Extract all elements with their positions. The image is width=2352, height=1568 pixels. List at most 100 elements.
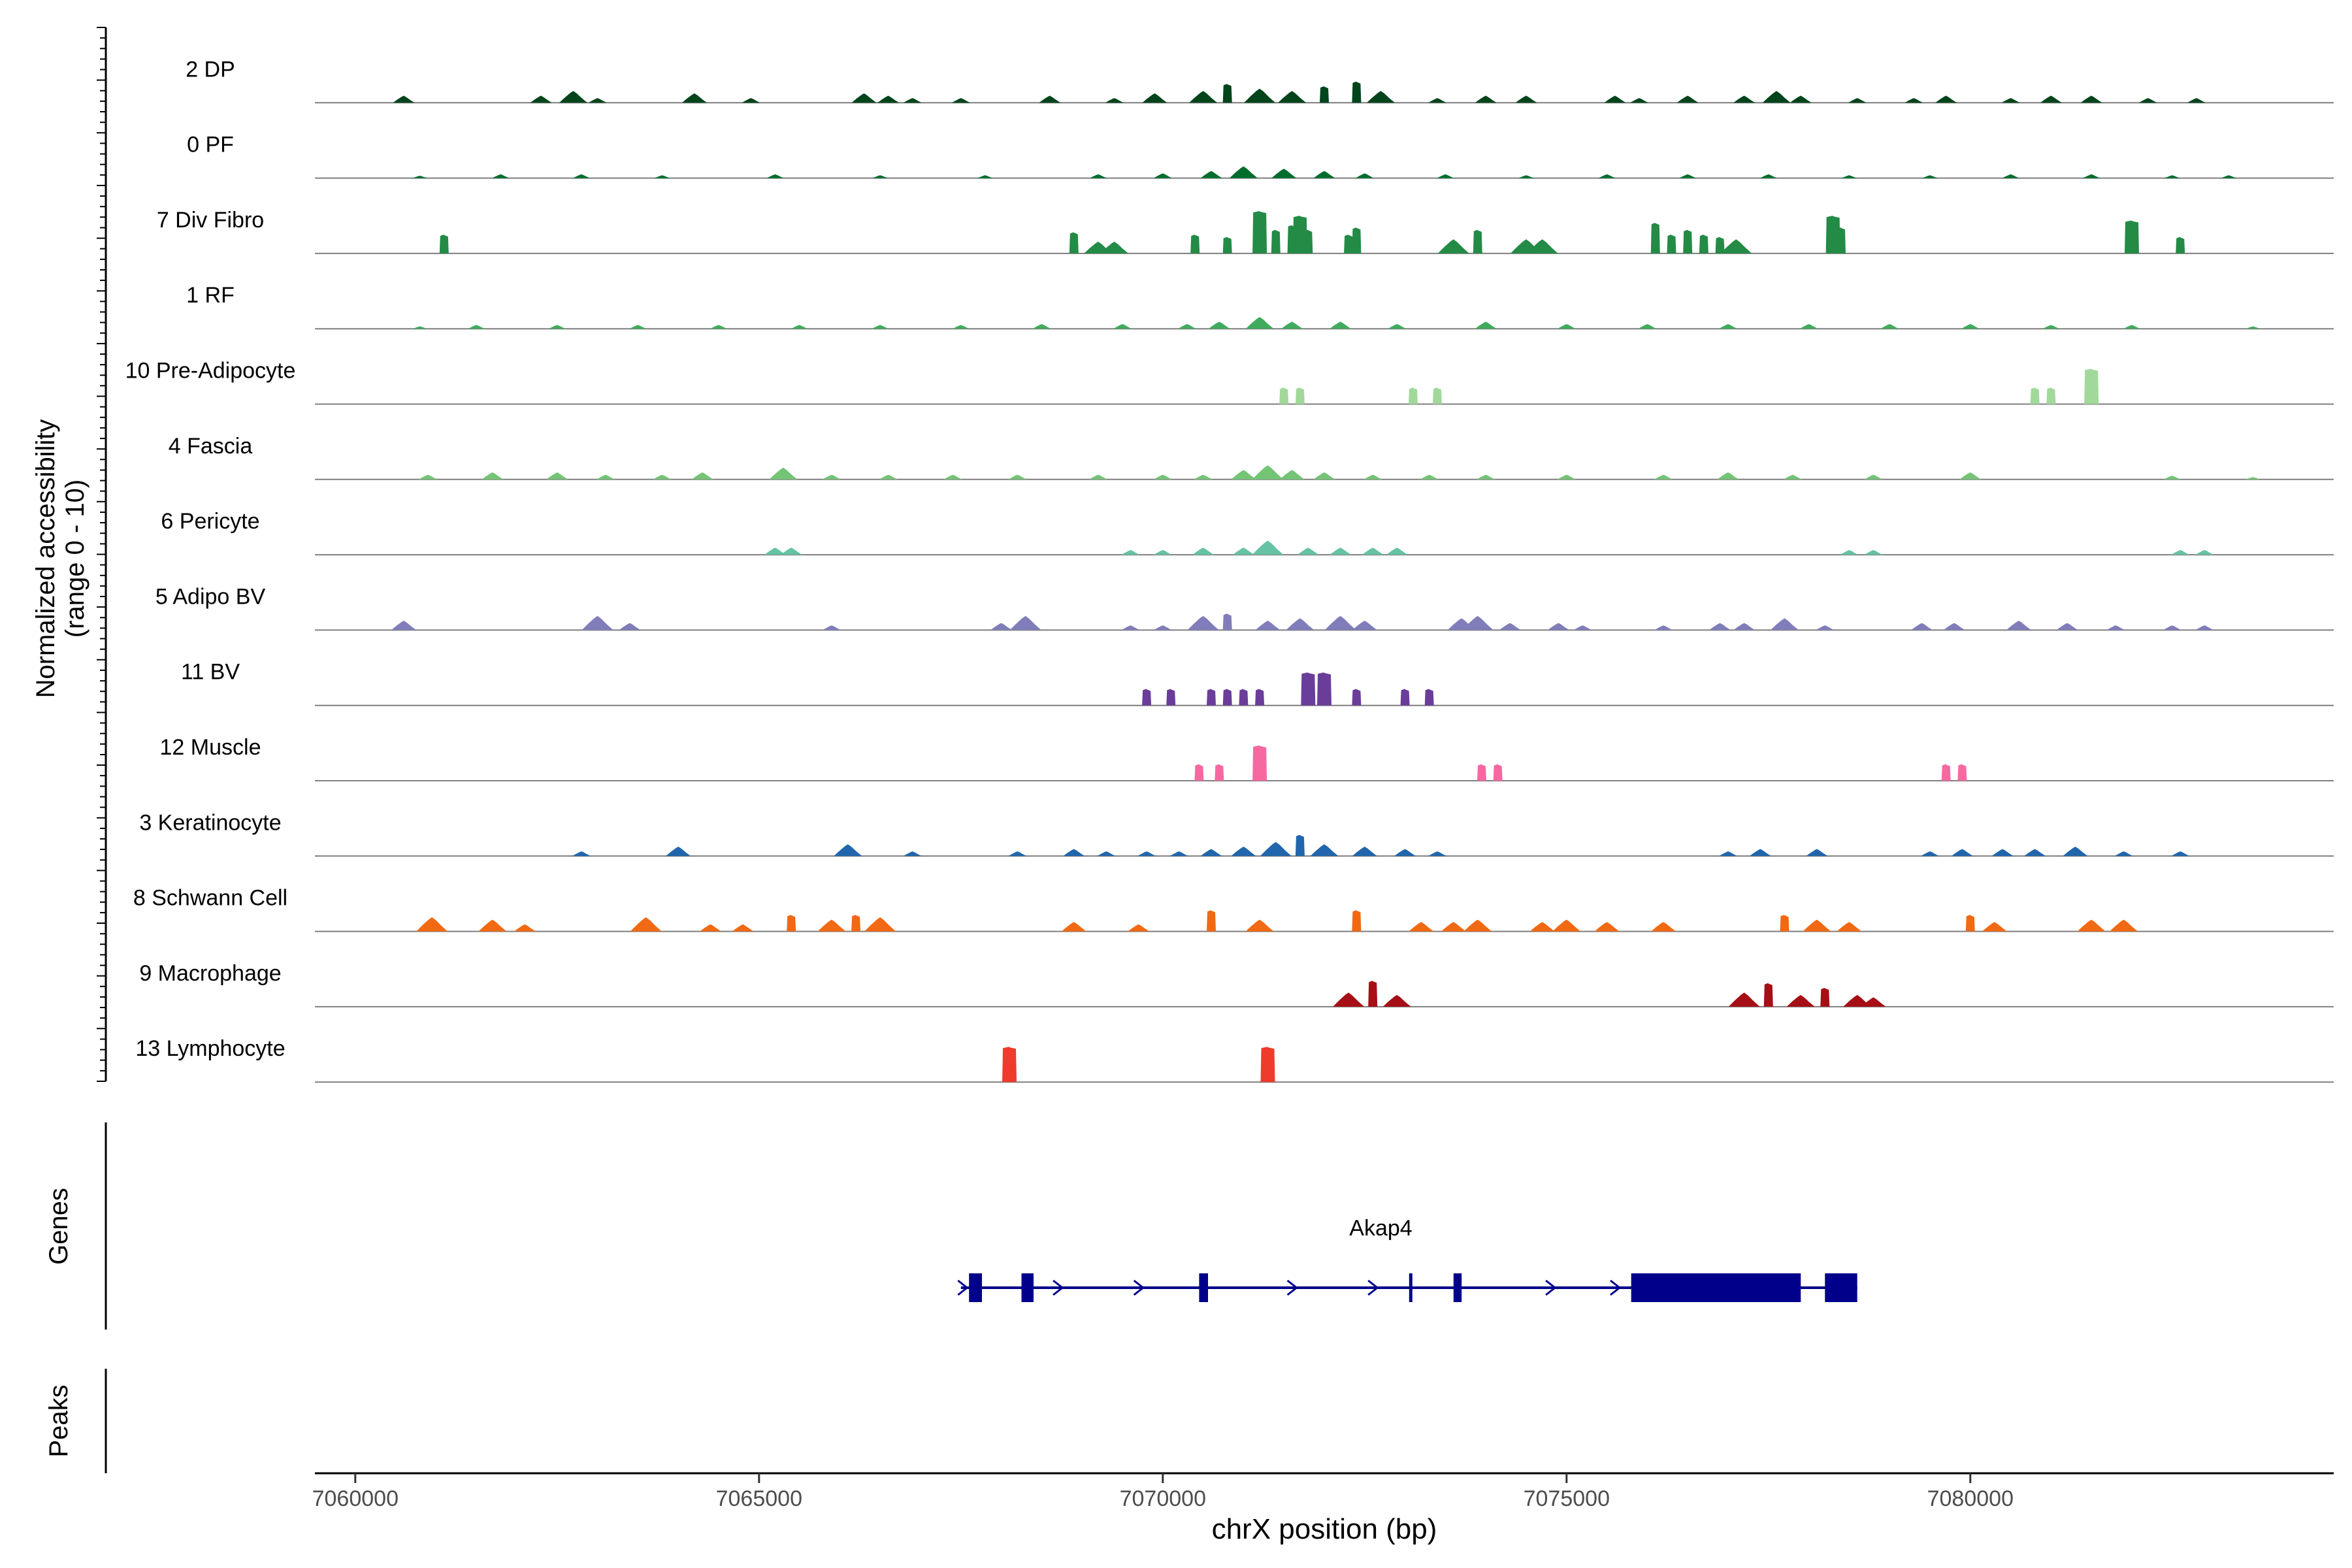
coverage-peak (1166, 689, 1176, 706)
coverage-peak (1295, 834, 1305, 857)
coverage-peak (1355, 173, 1374, 178)
coverage-peak (596, 474, 615, 480)
coverage-peak (2106, 625, 2125, 630)
gene-exon (1825, 1273, 1857, 1302)
coverage-peak (1382, 994, 1411, 1007)
coverage-peak (1279, 387, 1289, 404)
coverage-peak (1982, 922, 2007, 932)
track-label-4-fascia: 4 Fascia (169, 434, 253, 459)
coverage-peak (439, 235, 449, 253)
coverage-peak (1749, 849, 1771, 857)
coverage-peak (1935, 95, 1957, 103)
track-10-pre-adipocyte (1279, 368, 2099, 404)
track-11-bv (1142, 672, 1434, 706)
x-axis-title: chrX position (bp) (1212, 1513, 1437, 1545)
coverage-peak (1252, 211, 1267, 253)
coverage-peak (581, 615, 613, 630)
coverage-peak (1310, 844, 1339, 857)
coverage-peak (1552, 919, 1581, 932)
coverage-peak (1008, 851, 1027, 857)
gene-akap4: Akap4 (957, 1216, 1857, 1302)
coverage-peak (478, 919, 507, 932)
coverage-peak (872, 325, 889, 329)
coverage-peak (1715, 237, 1725, 253)
coverage-peak (877, 95, 900, 103)
coverage-peak (1922, 175, 1938, 178)
coverage-peak (2030, 387, 2040, 404)
coverage-peak (681, 93, 707, 103)
coverage-peak (1762, 91, 1791, 103)
coverage-peak (1231, 470, 1256, 480)
coverage-peak (1473, 229, 1482, 253)
track-label-2-dp: 2 DP (186, 57, 235, 82)
coverage-peak (879, 474, 898, 480)
track-7-div-fibro (439, 211, 2185, 253)
coverage-peak (1789, 95, 1812, 103)
track-label-3-keratinocyte: 3 Keratinocyte (139, 810, 281, 835)
coverage-peak (1941, 764, 1951, 781)
coverage-peak (1189, 91, 1218, 103)
peaks-panel-label: Peaks (44, 1384, 73, 1457)
coverage-peak (2195, 625, 2214, 630)
coverage-peak (1222, 689, 1232, 706)
coverage-peak (1194, 764, 1204, 781)
track-label-6-pericyte: 6 Pericyte (161, 509, 259, 534)
coverage-peak (1207, 910, 1216, 932)
coverage-peak (419, 474, 437, 480)
track-label-1-rf: 1 RF (186, 283, 235, 308)
coverage-peak (1260, 841, 1292, 857)
strand-arrow (1610, 1279, 1622, 1296)
coverage-peak (1951, 849, 1973, 857)
coverage-peak (1475, 321, 1497, 329)
coverage-peak (629, 325, 647, 329)
coverage-peak (1557, 324, 1576, 329)
coverage-peak (1557, 474, 1576, 480)
coverage-peak (951, 98, 970, 103)
coverage-peak (1352, 81, 1362, 103)
gene-exon (1199, 1273, 1208, 1302)
coverage-peak (530, 95, 552, 103)
coverage-peak (514, 924, 536, 932)
y-axis-title-line1: Normalized accessibility (31, 419, 60, 698)
coverage-peak (990, 623, 1013, 630)
coverage-peak (2056, 623, 2078, 630)
coverage-peak (391, 621, 416, 630)
coverage-peak (1362, 547, 1384, 555)
coverage-peak (1594, 922, 1620, 932)
coverage-peak (1911, 623, 1933, 630)
coverage-peak (2114, 851, 2133, 857)
coverage-peak (468, 325, 485, 329)
coverage-peak (1475, 95, 1497, 103)
coverage-peak (2077, 919, 2106, 932)
coverage-peak (2245, 477, 2261, 480)
x-axis-tick-label: 7065000 (716, 1486, 802, 1511)
track-label-9-macrophage: 9 Macrophage (139, 961, 281, 986)
coverage-peak (1222, 84, 1232, 103)
coverage-peak (1069, 232, 1079, 253)
coverage-peak (1529, 922, 1555, 932)
coverage-peak (872, 175, 889, 178)
coverage-peak (1728, 992, 1760, 1007)
coverage-peak (1187, 615, 1219, 630)
coverage-peak (2083, 174, 2100, 178)
coverage-peak (1297, 547, 1319, 555)
gene-exon (969, 1273, 982, 1302)
coverage-peak (1367, 91, 1395, 103)
coverage-peak (1063, 849, 1085, 857)
coverage-peak (572, 174, 590, 178)
coverage-peak (1904, 98, 1923, 103)
coverage-peak (1039, 95, 1061, 103)
coverage-peak (1709, 623, 1731, 630)
gene-exon (1409, 1273, 1413, 1302)
coverage-peak (1271, 229, 1281, 253)
coverage-peak (2187, 98, 2206, 103)
coverage-peak (653, 474, 672, 480)
coverage-peak (1252, 465, 1284, 480)
strand-arrow (1053, 1279, 1064, 1296)
coverage-peak (864, 917, 896, 932)
coverage-peak (2125, 220, 2139, 253)
coverage-peak (1409, 387, 1418, 404)
coverage-peak (2110, 919, 2138, 932)
coverage-peak (1428, 851, 1446, 857)
coverage-peak (1386, 547, 1408, 555)
